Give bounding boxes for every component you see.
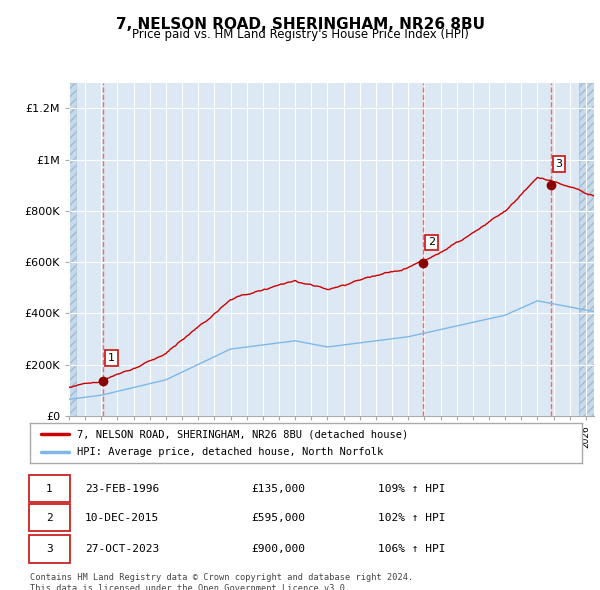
- Text: 3: 3: [46, 544, 53, 554]
- Text: 10-DEC-2015: 10-DEC-2015: [85, 513, 160, 523]
- Text: 3: 3: [556, 159, 563, 169]
- Text: 2: 2: [428, 237, 436, 247]
- Text: £595,000: £595,000: [251, 513, 305, 523]
- Text: 2: 2: [46, 513, 53, 523]
- Text: 7, NELSON ROAD, SHERINGHAM, NR26 8BU: 7, NELSON ROAD, SHERINGHAM, NR26 8BU: [115, 17, 485, 31]
- Text: HPI: Average price, detached house, North Norfolk: HPI: Average price, detached house, Nort…: [77, 447, 383, 457]
- Text: 102% ↑ HPI: 102% ↑ HPI: [378, 513, 445, 523]
- FancyBboxPatch shape: [29, 504, 70, 532]
- Text: Price paid vs. HM Land Registry's House Price Index (HPI): Price paid vs. HM Land Registry's House …: [131, 28, 469, 41]
- Text: 23-FEB-1996: 23-FEB-1996: [85, 484, 160, 493]
- Text: Contains HM Land Registry data © Crown copyright and database right 2024.
This d: Contains HM Land Registry data © Crown c…: [30, 573, 413, 590]
- Text: 106% ↑ HPI: 106% ↑ HPI: [378, 544, 445, 554]
- Text: 1: 1: [108, 353, 115, 363]
- Text: £900,000: £900,000: [251, 544, 305, 554]
- Text: 27-OCT-2023: 27-OCT-2023: [85, 544, 160, 554]
- FancyBboxPatch shape: [29, 535, 70, 562]
- Text: 109% ↑ HPI: 109% ↑ HPI: [378, 484, 445, 493]
- Text: 1: 1: [46, 484, 53, 493]
- FancyBboxPatch shape: [29, 475, 70, 502]
- Text: £135,000: £135,000: [251, 484, 305, 493]
- Text: 7, NELSON ROAD, SHERINGHAM, NR26 8BU (detached house): 7, NELSON ROAD, SHERINGHAM, NR26 8BU (de…: [77, 430, 408, 440]
